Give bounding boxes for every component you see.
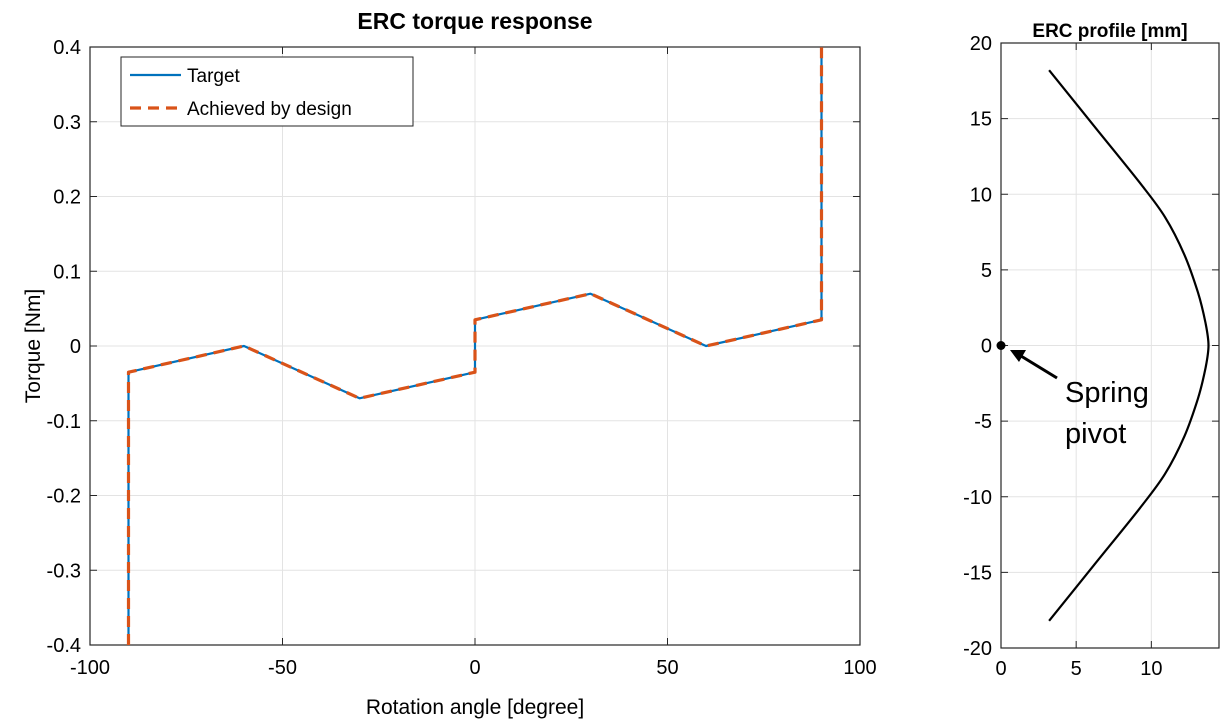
y-tick-label: 0.3 [53,112,81,134]
y-tick-label: -15 [963,562,992,584]
y-tick-label: 10 [970,184,992,206]
x-tick-label: 5 [1071,658,1082,680]
y-tick-label: -5 [974,411,992,433]
y-tick-label: -0.3 [47,560,81,582]
chart-title: ERC torque response [357,8,592,34]
y-tick-label: 15 [970,109,992,131]
x-tick-label: 0 [995,658,1006,680]
y-tick-label: -20 [963,638,992,660]
x-tick-label: 100 [843,657,876,679]
annotation-arrow-head [1010,350,1026,362]
legend-label-target: Target [187,66,241,87]
y-tick-label: -10 [963,487,992,509]
x-tick-label: 10 [1140,658,1162,680]
spring-pivot-marker [996,341,1006,350]
annotation-arrow-shaft [1020,354,1058,380]
y-tick-label: 0.4 [53,37,81,59]
y-tick-label: 0 [981,336,992,358]
y-tick-label: -0.2 [47,486,81,508]
y-tick-label: -0.1 [47,411,81,433]
legend: Target Achieved by design [120,56,414,127]
x-tick-label: -50 [268,657,297,679]
y-tick-label: 0.1 [53,261,81,283]
annotation-text-line-2: pivot [1065,418,1126,450]
profile-curve [1048,69,1210,622]
x-tick-label: 0 [469,657,480,679]
spring-pivot-annotation: Spring pivot [1010,350,1149,450]
profile-plot: 0 5 10 -20 -15 -10 -5 0 5 10 15 20 ERC profile [mm] S… [963,21,1220,680]
x-tick-label: 50 [656,657,678,679]
chart-title: ERC profile [mm] [1032,21,1187,42]
annotation-text-line-1: Spring [1065,377,1149,409]
legend-box [120,56,414,127]
y-tick-label: 5 [981,260,992,282]
y-tick-label: 0.2 [53,187,81,209]
series-line-achieved [126,47,824,645]
y-tick-label: 20 [970,33,992,55]
y-axis-label: Torque [Nm] [22,289,45,403]
torque-plot: -100 -50 0 50 100 -0.4 -0.3 -0.2 -0.1 0 0.1 0.2 0.3 0… [22,8,877,719]
legend-label-achieved: Achieved by design [187,99,352,120]
y-tick-label: -0.4 [47,635,81,657]
x-axis-label: Rotation angle [degree] [366,696,584,719]
y-tick-label: 0 [70,336,81,358]
x-tick-label: -100 [70,657,110,679]
